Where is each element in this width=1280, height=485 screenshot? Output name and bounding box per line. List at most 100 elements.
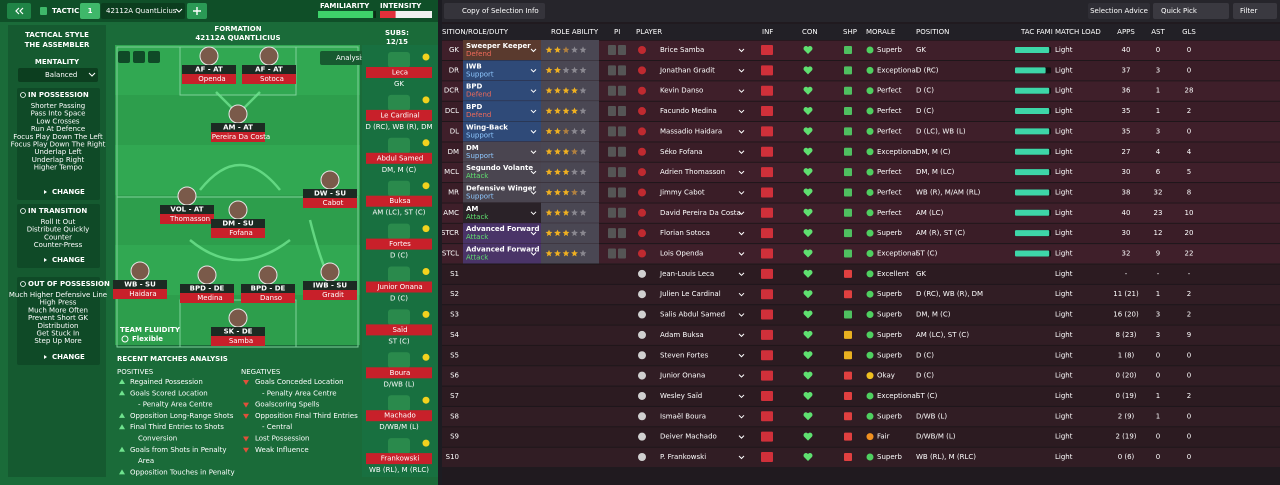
column-header[interactable]: MORALE [866, 28, 895, 36]
player[interactable]: Adam Buksa [660, 331, 704, 339]
pi-icon[interactable] [618, 146, 626, 157]
table-row[interactable] [442, 447, 1280, 467]
change-button[interactable]: CHANGE [52, 188, 85, 196]
role-cell[interactable] [463, 60, 541, 81]
table-row[interactable] [442, 182, 1280, 203]
player[interactable]: Jean-Louis Leca [659, 270, 714, 278]
player[interactable]: Ismaël Boura [660, 412, 706, 420]
pitch-view-button[interactable] [118, 51, 130, 63]
player[interactable]: Massadio Haidara [660, 127, 722, 135]
pi-icon[interactable] [608, 146, 616, 157]
player-name-plate[interactable] [160, 214, 214, 224]
pi-icon[interactable] [608, 85, 616, 96]
sub-name-plate[interactable] [366, 367, 432, 379]
player-name-plate[interactable] [241, 293, 295, 303]
pi-icon[interactable] [608, 207, 616, 218]
pi-icon[interactable] [608, 248, 616, 259]
pi-icon[interactable] [618, 45, 626, 55]
player[interactable]: Jimmy Cabot [659, 188, 705, 196]
role-cell[interactable] [463, 141, 541, 162]
quick-pick-button[interactable] [1153, 3, 1229, 19]
table-row[interactable] [442, 385, 1280, 406]
pitch-view-button[interactable] [148, 51, 160, 63]
sub-name-plate[interactable] [366, 453, 432, 465]
sub-name-plate[interactable] [366, 67, 432, 78]
table-row[interactable] [442, 345, 1280, 366]
player[interactable]: Kevin Danso [660, 87, 703, 95]
role-cell[interactable] [463, 223, 541, 244]
sub-name-plate[interactable] [366, 324, 432, 336]
filter-button[interactable] [1233, 3, 1277, 19]
slot-button[interactable] [80, 3, 100, 19]
table-row[interactable] [442, 141, 1280, 162]
player-name-plate[interactable] [242, 74, 296, 84]
role-cell[interactable] [463, 80, 541, 101]
sub-name-plate[interactable] [366, 238, 432, 250]
role-cell[interactable] [463, 202, 541, 223]
pi-icon[interactable] [608, 106, 616, 117]
table-row[interactable] [442, 263, 1280, 284]
table-row[interactable] [442, 223, 1280, 244]
player-name-plate[interactable] [182, 74, 236, 84]
table-row[interactable] [442, 60, 1280, 81]
role-cell[interactable] [463, 243, 541, 264]
player[interactable]: Wesley Saïd [660, 392, 702, 400]
sub-name-plate[interactable] [366, 410, 432, 422]
pi-icon[interactable] [618, 228, 626, 239]
pi-icon[interactable] [608, 45, 616, 55]
sub-name-plate[interactable] [366, 195, 432, 207]
table-row[interactable] [442, 426, 1280, 447]
table-row[interactable] [442, 202, 1280, 223]
formation-name[interactable]: 42112A QUANTLICIUS [195, 34, 280, 42]
player[interactable]: David Pereira Da Costa [660, 209, 741, 217]
player-name-plate[interactable] [303, 198, 357, 208]
player[interactable]: Steven Fortes [660, 351, 709, 359]
pi-icon[interactable] [618, 167, 626, 178]
analysis-button[interactable] [320, 51, 364, 65]
mentality-dropdown[interactable] [18, 68, 98, 82]
table-row[interactable] [442, 365, 1280, 386]
player[interactable]: Salis Abdul Samed [660, 311, 725, 319]
table-row[interactable] [442, 101, 1280, 122]
player-name-plate[interactable] [211, 228, 265, 238]
table-row[interactable] [442, 121, 1280, 142]
pi-icon[interactable] [608, 126, 616, 137]
pi-icon[interactable] [618, 248, 626, 259]
tactic-dropdown[interactable] [101, 3, 185, 19]
back-button[interactable] [7, 3, 31, 19]
column-header[interactable]: GLS [1182, 28, 1196, 36]
column-header[interactable]: POSITION [916, 28, 949, 36]
table-row[interactable] [442, 80, 1280, 101]
table-row[interactable] [442, 324, 1280, 345]
player[interactable]: Brice Samba [660, 46, 704, 54]
player[interactable]: Facundo Medina [660, 107, 717, 115]
column-header[interactable]: SITION/ROLE/DUTY [442, 28, 509, 36]
column-header[interactable]: INF [762, 28, 773, 36]
player[interactable]: Julien Le Cardinal [659, 290, 721, 298]
player[interactable]: Lois Openda [660, 250, 703, 258]
player[interactable]: Florian Sotoca [660, 229, 710, 237]
pi-icon[interactable] [608, 228, 616, 239]
player[interactable]: P. Frankowski [660, 453, 706, 461]
analysis-title[interactable]: RECENT MATCHES ANALYSIS [117, 355, 228, 363]
view-dropdown[interactable] [444, 3, 545, 19]
player[interactable]: Junior Onana [659, 372, 705, 380]
pi-icon[interactable] [618, 106, 626, 117]
table-row[interactable] [442, 284, 1280, 305]
sub-name-plate[interactable] [366, 109, 432, 121]
role-cell[interactable] [463, 182, 541, 203]
column-header[interactable]: PI [614, 28, 620, 36]
table-row[interactable] [442, 406, 1280, 427]
column-header[interactable]: SHP [843, 28, 857, 36]
pitch-view-button[interactable] [133, 51, 145, 63]
player-name-plate[interactable] [211, 132, 265, 142]
column-header[interactable]: APPS [1117, 28, 1135, 36]
pi-icon[interactable] [618, 126, 626, 137]
player[interactable]: Séko Fofana [660, 148, 703, 156]
sub-name-plate[interactable] [366, 152, 432, 164]
column-header[interactable]: PLAYER [636, 28, 662, 36]
table-row[interactable] [442, 304, 1280, 325]
role-cell[interactable] [463, 121, 541, 142]
change-button[interactable]: CHANGE [52, 353, 85, 361]
pi-icon[interactable] [608, 65, 616, 76]
